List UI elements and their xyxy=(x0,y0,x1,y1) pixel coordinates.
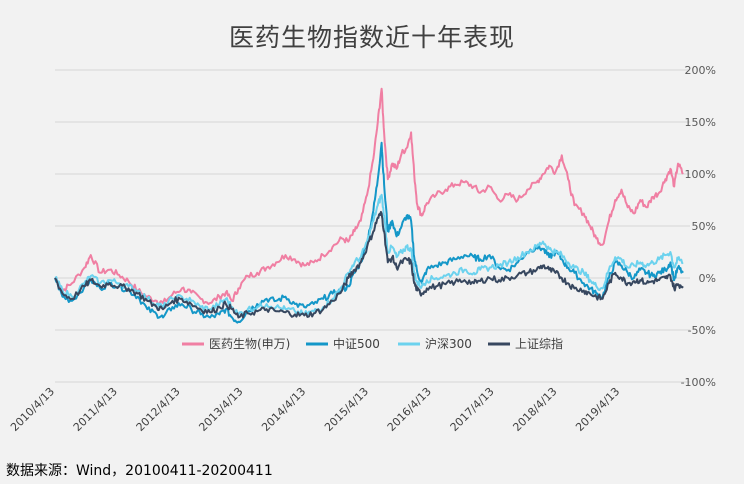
legend-label: 医药生物(申万) xyxy=(209,337,290,351)
y-tick-label: -100% xyxy=(681,376,716,389)
legend-label: 上证综指 xyxy=(515,336,563,351)
y-tick-label: 50% xyxy=(692,220,716,233)
chart-title: 医药生物指数近十年表现 xyxy=(228,23,515,52)
x-tick-label: 2014/4/13 xyxy=(259,385,308,434)
x-tick-label: 2011/4/13 xyxy=(71,385,120,434)
series-line xyxy=(54,210,684,319)
x-tick-label: 2015/4/13 xyxy=(322,385,371,434)
y-tick-label: 0% xyxy=(699,272,716,285)
legend-label: 沪深300 xyxy=(425,337,472,351)
y-tick-label: 100% xyxy=(685,168,716,181)
legend-label: 中证500 xyxy=(333,336,380,351)
x-tick-label: 2016/4/13 xyxy=(385,385,434,434)
series-line xyxy=(54,193,684,316)
x-tick-label: 2013/4/13 xyxy=(196,385,245,434)
series-line xyxy=(54,87,684,306)
y-tick-label: 200% xyxy=(685,64,716,77)
x-tick-label: 2017/4/13 xyxy=(448,385,497,434)
y-tick-label: -50% xyxy=(688,324,716,337)
x-tick-label: 2012/4/13 xyxy=(134,385,183,434)
source-note: 数据来源：Wind，20100411-20200411 xyxy=(6,463,273,479)
x-tick-label: 2018/4/13 xyxy=(510,385,559,434)
x-tick-label: 2019/4/13 xyxy=(573,385,622,434)
x-tick-label: 2010/4/13 xyxy=(8,385,57,434)
y-tick-label: 150% xyxy=(685,116,716,129)
